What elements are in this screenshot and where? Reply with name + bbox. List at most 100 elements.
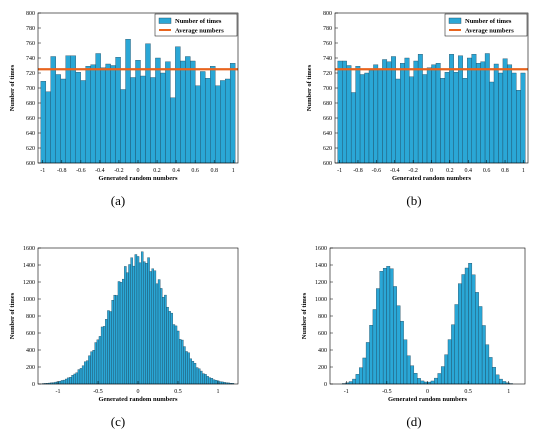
- bar: [475, 292, 479, 385]
- bar: [372, 309, 377, 385]
- y-tick-label: 660: [323, 116, 332, 122]
- x-tick-label: -0.6: [76, 168, 86, 174]
- y-axis-label: Number of times: [9, 292, 16, 339]
- bar: [337, 60, 343, 164]
- y-tick-label: 720: [26, 71, 35, 77]
- bar: [100, 67, 106, 164]
- bar: [362, 357, 367, 385]
- bar: [359, 74, 365, 164]
- bar: [468, 263, 473, 385]
- chart-0: 600 620 640 660 680 700 720 740 760 780 800 -1 -0.8 -…: [9, 11, 239, 182]
- x-tick-label: 0.6: [483, 168, 491, 174]
- x-tick-label: 0.2: [153, 168, 161, 174]
- bar: [45, 91, 51, 164]
- bar: [478, 306, 483, 385]
- bar: [155, 283, 159, 385]
- bar: [115, 57, 121, 164]
- bar: [69, 377, 72, 385]
- bar: [391, 56, 396, 164]
- bar: [195, 85, 201, 164]
- bar: [180, 60, 186, 164]
- bar: [80, 80, 86, 164]
- bar: [189, 358, 192, 385]
- y-tick-label: 740: [26, 56, 35, 62]
- bar: [149, 271, 152, 385]
- bar: [364, 72, 370, 164]
- bar: [210, 378, 214, 385]
- bar: [219, 381, 222, 385]
- chart-3: 0 200 400 600 800 1000 1200 1400 1600 -1 -0.5 0 0.5 1…: [301, 246, 526, 403]
- bar: [70, 55, 76, 164]
- bar: [77, 369, 81, 385]
- bar: [410, 365, 415, 385]
- bar: [520, 72, 526, 164]
- y-tick-label: 600: [26, 161, 35, 167]
- bar: [100, 326, 104, 385]
- bar: [346, 65, 352, 164]
- y-tick-label: 640: [323, 131, 332, 137]
- bar: [140, 251, 144, 385]
- bar: [431, 64, 437, 164]
- bar: [511, 72, 517, 164]
- x-tick-label: -0.8: [57, 168, 67, 174]
- bar: [382, 267, 387, 385]
- bar: [75, 372, 79, 385]
- x-tick-label: -1: [56, 389, 61, 395]
- bar: [185, 56, 191, 164]
- x-tick-label: 0: [426, 389, 429, 395]
- bar: [368, 69, 374, 164]
- bar: [165, 61, 171, 164]
- x-tick-label: 1: [232, 168, 235, 174]
- bar: [382, 59, 388, 164]
- bar: [175, 46, 181, 164]
- caption-a: (a): [110, 193, 126, 208]
- bar: [413, 373, 418, 385]
- bar: [220, 80, 226, 164]
- bar: [200, 71, 206, 164]
- bar: [423, 381, 428, 385]
- y-tick-label: 600: [323, 161, 332, 167]
- y-tick-label: 740: [323, 56, 332, 62]
- bar: [157, 279, 161, 385]
- bar: [65, 55, 71, 164]
- bar: [447, 339, 452, 385]
- bar: [159, 288, 163, 385]
- bar: [377, 69, 383, 164]
- bar: [130, 257, 133, 385]
- bar: [495, 374, 500, 385]
- bar: [140, 75, 146, 164]
- bar: [417, 378, 421, 385]
- bar: [440, 366, 445, 385]
- bar: [386, 266, 391, 385]
- legend-box: [444, 13, 528, 37]
- y-tick-label: 680: [26, 101, 35, 107]
- bar: [185, 351, 188, 385]
- bar: [136, 256, 140, 385]
- bar: [430, 380, 435, 385]
- x-tick-label: -0.8: [353, 168, 363, 174]
- y-tick-label: 800: [323, 11, 332, 17]
- y-tick-label: 1600: [315, 246, 327, 252]
- bar: [178, 339, 182, 385]
- bar: [90, 351, 93, 385]
- legend-box: [154, 13, 238, 37]
- bar: [492, 367, 496, 385]
- y-tick-label: 620: [323, 146, 332, 152]
- y-tick-label: 640: [26, 131, 35, 137]
- bar: [481, 325, 486, 385]
- legend-bar-swatch: [158, 17, 172, 24]
- bar: [55, 74, 61, 164]
- bar: [355, 374, 360, 385]
- y-axis-label: Number of times: [9, 64, 16, 111]
- bar: [113, 294, 117, 385]
- bar: [111, 300, 114, 385]
- plot-frame: [329, 247, 526, 385]
- y-tick-label: 0: [32, 382, 35, 388]
- x-tick-label: 0.4: [465, 168, 473, 174]
- y-tick-label: 720: [323, 71, 332, 77]
- bar: [168, 311, 171, 385]
- bar: [467, 57, 472, 164]
- bar: [498, 72, 504, 164]
- bar: [214, 380, 218, 385]
- bar: [62, 379, 66, 385]
